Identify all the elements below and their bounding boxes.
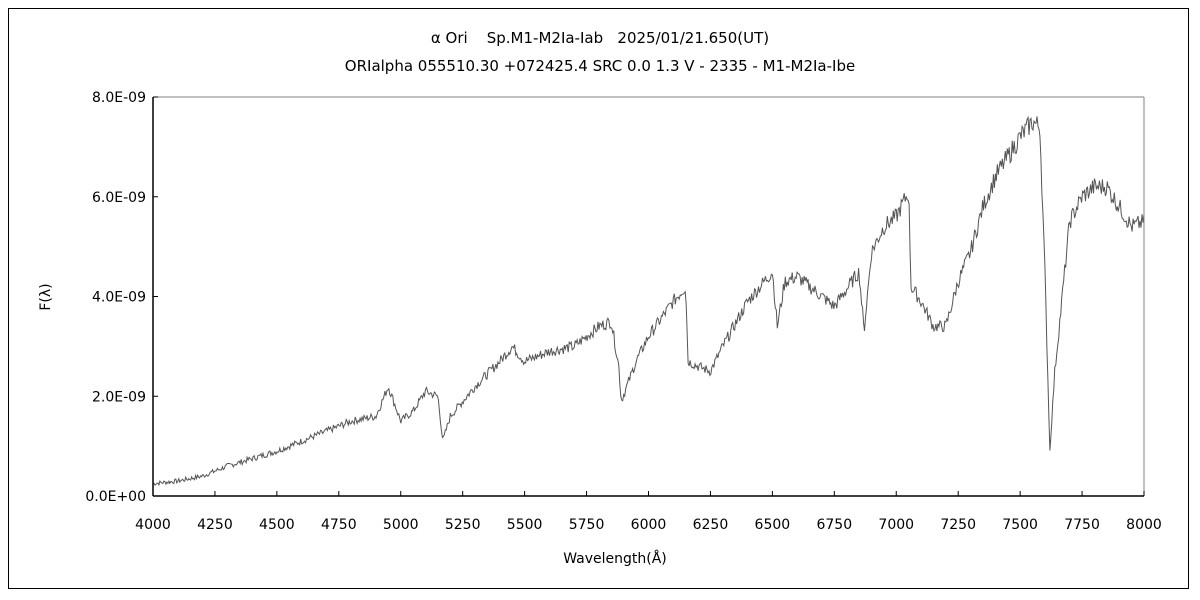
x-tick-label: 7000: [878, 517, 914, 533]
x-tick-label: 7750: [1064, 517, 1100, 533]
spectrum-line: [152, 115, 1145, 487]
x-tick-label: 4750: [321, 517, 357, 533]
x-tick-label: 4250: [197, 517, 233, 533]
x-tick-label: 6000: [631, 517, 667, 533]
y-tick-label: 6.0E-09: [92, 190, 146, 206]
x-tick-label: 7500: [1002, 517, 1038, 533]
x-tick-label: 5750: [569, 517, 605, 533]
y-tick-label: 0.0E+00: [85, 489, 146, 505]
x-tick-label: 6500: [755, 517, 791, 533]
x-tick-label: 5250: [445, 517, 481, 533]
x-tick-label: 4000: [135, 517, 171, 533]
y-tick-label: 2.0E-09: [92, 389, 146, 405]
x-tick-label: 7250: [940, 517, 976, 533]
y-axis-label: F(λ): [38, 283, 54, 310]
x-tick-label: 4500: [259, 517, 295, 533]
y-tick-label: 8.0E-09: [92, 90, 146, 106]
chart-title: α Ori Sp.M1-M2Ia-Iab 2025/01/21.650(UT): [430, 29, 770, 47]
x-axis-label: Wavelength(Å): [563, 550, 667, 567]
x-tick-label: 8000: [1126, 517, 1162, 533]
x-tick-label: 6250: [693, 517, 729, 533]
chart-border: [8, 8, 1189, 589]
x-tick-label: 5500: [507, 517, 543, 533]
x-tick-label: 5000: [383, 517, 419, 533]
x-tick-label: 6750: [816, 517, 852, 533]
chart-subtitle: ORIalpha 055510.30 +072425.4 SRC 0.0 1.3…: [344, 57, 856, 75]
y-tick-label: 4.0E-09: [92, 290, 146, 306]
